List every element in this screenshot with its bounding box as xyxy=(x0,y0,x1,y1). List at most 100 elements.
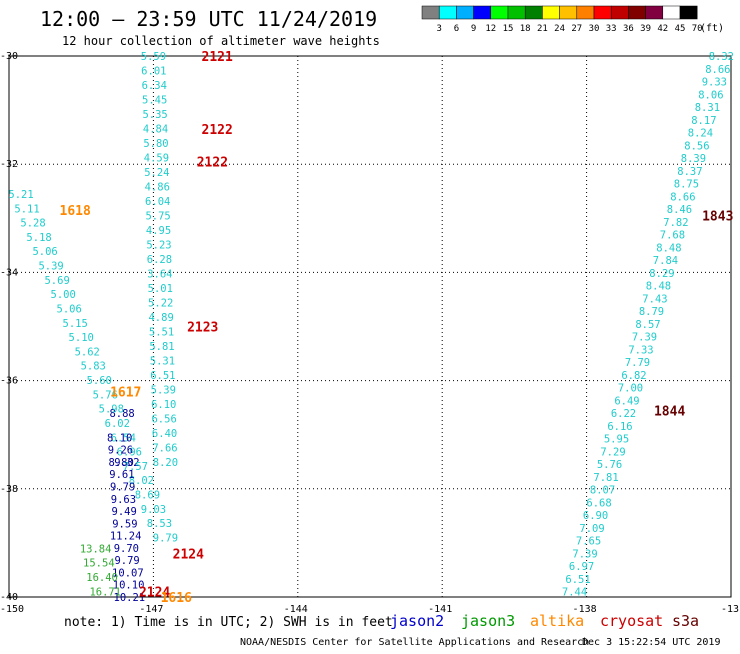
wave-height-value: 9.61 xyxy=(109,469,134,481)
wave-height-value: 8.32 xyxy=(709,51,734,63)
colorbar-swatch xyxy=(662,5,681,20)
wave-height-value: 5.10 xyxy=(69,332,94,344)
wave-height-value: 6.68 xyxy=(586,497,611,509)
wave-height-value: 7.66 xyxy=(152,442,177,454)
wave-height-value: 11.24 xyxy=(110,531,142,543)
wave-height-value: 7.81 xyxy=(593,472,618,484)
pass-time-label: 1843 xyxy=(702,210,733,225)
wave-height-value: 9.32 xyxy=(114,457,139,469)
colorbar-swatch xyxy=(490,5,509,20)
wave-height-value: 6.01 xyxy=(141,65,166,77)
wave-height-value: 6.90 xyxy=(583,510,608,522)
footer-timestamp: Dec 3 15:22:54 UTC 2019 xyxy=(582,637,720,648)
wave-height-value: 8.06 xyxy=(698,89,723,101)
wave-height-value: 9.33 xyxy=(702,77,727,89)
wave-height-value: 6.34 xyxy=(142,80,167,92)
colorbar-tick-label: 33 xyxy=(606,24,617,34)
wave-height-value: 5.76 xyxy=(93,389,118,401)
latitude-label: -40 xyxy=(0,592,18,603)
wave-height-value: 6.96 xyxy=(117,447,142,459)
wave-height-value: 3.64 xyxy=(147,268,172,280)
track-track-a-blue: 8.88 9.32 xyxy=(109,408,139,469)
wave-height-value: 8.20 xyxy=(153,457,178,469)
longitude-label: -141 xyxy=(428,604,452,615)
latitude-label: -34 xyxy=(0,267,18,278)
colorbar-tick-label: 45 xyxy=(675,24,686,34)
wave-height-value: 8.17 xyxy=(691,115,716,127)
wave-height-value: 8.53 xyxy=(147,518,172,530)
colorbar-tick-label: 15 xyxy=(503,24,514,34)
wave-height-value: 5.76 xyxy=(597,459,622,471)
wave-height-value: 8.24 xyxy=(688,128,713,140)
wave-height-value: 5.45 xyxy=(142,94,167,106)
colorbar-unit-label: (ft) xyxy=(700,23,724,34)
colorbar-swatch xyxy=(610,5,629,20)
wave-height-value: 16.71 xyxy=(89,587,121,599)
colorbar-swatch xyxy=(438,5,457,20)
wave-height-value: 6.51 xyxy=(565,574,590,586)
wave-height-value: 6.04 xyxy=(145,196,170,208)
pass-time-label: 2122 xyxy=(202,123,233,138)
colorbar-tick-label: 3 xyxy=(436,24,441,34)
wave-height-value: 7.09 xyxy=(579,523,604,535)
wave-height-value: 8.66 xyxy=(705,64,730,76)
axis-labels: -150 -147 -144 -141 -138 -13 -30 -32 -34 -36 -38 -4… xyxy=(0,51,739,615)
legend-jason2: jason2 xyxy=(390,612,444,630)
wave-height-value: 4.89 xyxy=(148,312,173,324)
wave-height-value: 8.66 xyxy=(670,191,695,203)
wave-height-value: 5.06 xyxy=(57,303,82,315)
wave-height-value: 8.37 xyxy=(677,166,702,178)
satellite-legend: jason2 jason3 altika cryosat s3a xyxy=(390,612,699,630)
wave-height-value: 7.33 xyxy=(628,344,653,356)
track-track-b: 5.21 5.11 5.28 5.18 5.06 5.39 5.69 5.00 5.06 5.15… xyxy=(8,189,178,545)
wave-height-value: 7.39 xyxy=(572,548,597,560)
latitude-label: -38 xyxy=(0,484,18,495)
legend-cryosat: cryosat xyxy=(600,612,663,630)
wave-height-value: 5.95 xyxy=(604,434,629,446)
pass-time-label: 2121 xyxy=(202,50,233,65)
wave-height-value: 9.70 xyxy=(114,543,139,555)
wave-height-value: 8.75 xyxy=(674,179,699,191)
legend-s3a: s3a xyxy=(672,612,699,630)
satellite-tracks: 5.59 6.01 6.34 5.45 5.35 4.84 5.80 4.59 5.24 4.86… xyxy=(8,51,734,604)
wave-height-value: 8.57 xyxy=(635,319,660,331)
wave-height-value: 7.84 xyxy=(653,255,678,267)
wave-height-value: 5.62 xyxy=(75,346,100,358)
wave-height-value: 5.75 xyxy=(145,210,170,222)
wave-height-value: 5.39 xyxy=(38,261,63,273)
wave-height-value: 5.39 xyxy=(151,384,176,396)
colorbar-swatch xyxy=(421,5,440,20)
wave-height-value: 6.54 xyxy=(111,432,136,444)
wave-height-value: 10.10 xyxy=(113,580,145,592)
wave-height-value: 8.07 xyxy=(590,485,615,497)
wave-height-value: 5.59 xyxy=(141,51,166,63)
wave-height-value: 9.79 xyxy=(114,555,139,567)
colorbar-tick-label: 39 xyxy=(640,24,651,34)
wave-height-value: 5.98 xyxy=(99,404,124,416)
wave-height-value: 5.60 xyxy=(87,375,112,387)
wave-height-value: 5.06 xyxy=(32,246,57,258)
wave-height-value: 7.43 xyxy=(642,293,667,305)
colorbar-swatch xyxy=(559,5,578,20)
wave-height-value: 5.83 xyxy=(81,361,106,373)
pass-time-label: 2123 xyxy=(187,321,218,336)
wave-height-value: 7.29 xyxy=(600,446,625,458)
pass-time-label: 2124 xyxy=(173,548,204,563)
wave-height-value: 6.97 xyxy=(569,561,594,573)
wave-height-value: 6.49 xyxy=(614,395,639,407)
wave-height-value: 7.39 xyxy=(632,332,657,344)
wave-height-value: 8.46 xyxy=(667,204,692,216)
wave-height-value: 4.59 xyxy=(144,152,169,164)
wave-height-value: 5.31 xyxy=(150,355,175,367)
colorbar-swatch xyxy=(456,5,474,20)
wave-height-value: 5.18 xyxy=(26,232,51,244)
map-frame xyxy=(8,55,732,598)
wave-height-value: 4.95 xyxy=(146,225,171,237)
colorbar-tick-label: 36 xyxy=(623,24,634,34)
colorbar-swatch xyxy=(645,5,664,20)
wave-height-value: 8.56 xyxy=(684,140,709,152)
wave-height-value: 6.40 xyxy=(152,428,177,440)
wave-height-value: 9.79 xyxy=(110,482,135,494)
wave-height-value: 9.63 xyxy=(111,494,136,506)
wave-height-value: 7.57 xyxy=(123,461,148,473)
